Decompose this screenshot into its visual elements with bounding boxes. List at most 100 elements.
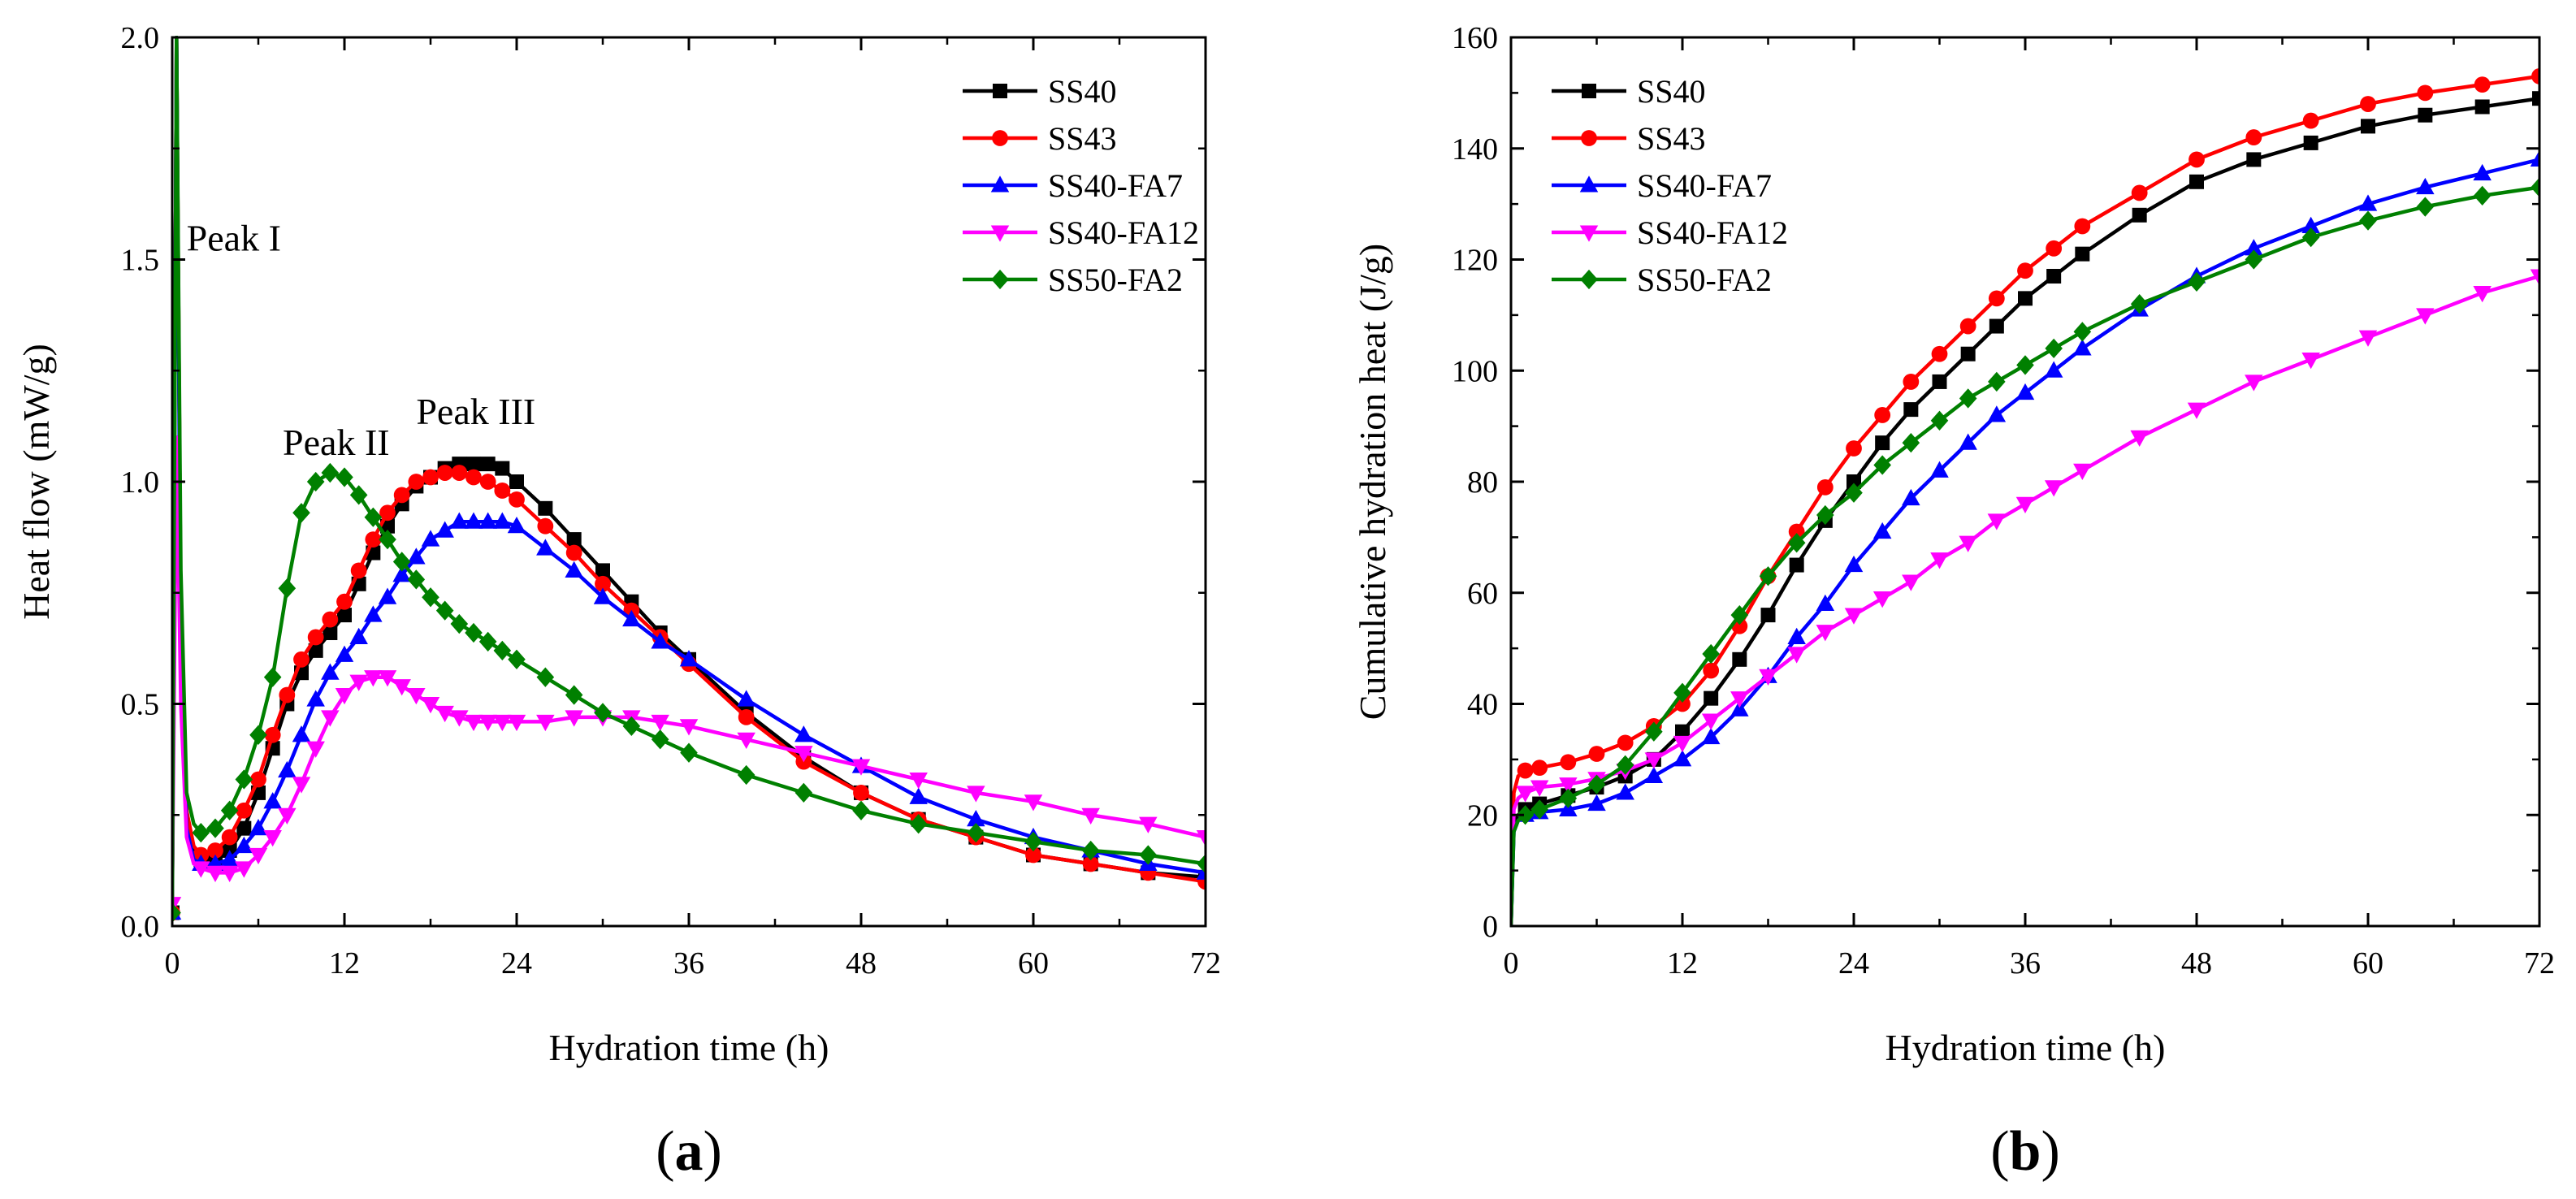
data-point-SS40-FA7 [292,725,311,742]
data-point-SS43 [1588,746,1605,762]
data-point-SS40-FA7 [1730,699,1749,716]
data-point-SS43 [1846,440,1862,457]
data-point-SS40-FA12 [1844,608,1864,625]
data-point-SS50-FA2 [1730,604,1749,625]
data-point-SS43 [2017,262,2033,279]
y-tick-label: 1.5 [121,244,160,278]
data-point-SS40-FA12 [1644,752,1664,769]
data-point-SS40-FA12 [306,741,325,758]
y-axis-label: Cumulative hydration heat (J/g) [1352,244,1393,720]
x-tick-label: 12 [329,946,360,980]
data-point-SS40-FA7 [2245,239,2263,256]
data-point-SS50-FA2 [220,800,239,820]
data-point-SS40-FA12 [1816,625,1835,642]
x-tick-label: 0 [165,946,180,980]
data-point-SS50-FA2 [1873,455,1891,475]
data-point-SS40-FA7 [421,530,440,547]
legend-label-SS50-FA2: SS50-FA2 [1048,262,1183,298]
data-point-SS50-FA2 [422,587,439,608]
data-point-SS40-FA7 [2073,339,2092,356]
x-tick-label: 36 [673,946,704,980]
data-point-SS50-FA2 [2245,249,2263,270]
data-point-SS43 [236,802,253,819]
data-point-SS50-FA2 [967,822,985,843]
data-point-SS40-FA7 [909,787,928,804]
data-point-SS40-FA7 [493,512,512,529]
data-point-SS40-FA12 [249,847,268,865]
data-point-SS50-FA2 [1759,566,1777,587]
data-point-SS50-FA2 [1616,755,1634,775]
legend-label-SS43: SS43 [1637,120,1706,157]
data-point-SS50-FA2 [392,552,411,572]
data-point-SS40 [2361,119,2375,134]
data-point-SS50-FA2 [2045,338,2063,359]
data-point-SS40-FA12 [909,772,928,790]
data-point-SS40-FA12 [407,688,426,705]
data-point-SS40-FA7 [794,725,813,742]
x-tick-label: 12 [1667,946,1698,980]
data-point-SS40-FA12 [263,830,282,847]
y-tick-label: 120 [1452,244,1498,278]
data-point-SS40-FA12 [192,861,210,878]
data-point-SS50-FA2 [349,485,368,505]
x-tick-label: 60 [1018,946,1049,980]
data-point-SS40-FA12 [507,714,526,732]
data-point-SS40 [495,461,510,476]
data-point-SS43 [2074,218,2091,235]
data-point-SS43 [738,709,755,725]
data-point-SS40-FA7 [737,690,755,707]
data-point-SS40-FA12 [1196,830,1206,847]
data-point-SS43 [1874,407,1891,423]
data-point-SS40-FA12 [478,714,497,732]
data-point-SS50-FA2 [1139,845,1158,865]
data-point-SS40-FA12 [2358,330,2378,347]
data-point-SS40-FA7 [1616,783,1634,800]
data-point-SS40 [1760,608,1776,623]
data-point-SS50-FA2 [1559,788,1578,808]
legend-label-SS40: SS40 [1637,73,1706,110]
data-point-SS40-FA12 [1024,794,1043,812]
data-point-SS50-FA2 [1816,504,1834,526]
data-point-SS40-FA12 [278,807,297,825]
data-point-SS50-FA2 [249,725,267,745]
y-tick-label: 0.5 [121,688,160,722]
legend-marker-SS50-FA2 [1580,269,1598,290]
data-point-SS50-FA2 [1787,533,1806,553]
data-point-SS40-FA12 [206,865,225,883]
data-point-SS40 [509,474,524,489]
data-point-SS43 [1703,662,1720,679]
data-point-SS50-FA2 [1024,831,1042,852]
data-point-SS40-FA7 [651,632,669,649]
data-point-SS40-FA12 [392,679,411,696]
data-point-SS43 [322,611,339,628]
data-point-SS40 [1932,374,1947,389]
legend-label-SS40-FA7: SS40-FA7 [1048,167,1183,204]
data-point-SS50-FA2 [852,800,870,820]
data-point-SS43 [2531,67,2539,84]
data-point-SS43 [1903,374,1920,390]
x-axis-label: Hydration time (h) [1885,1027,2166,1068]
chart-panel-b: 0 12 24 36 48 60 72 0 20 40 60 80 100 120 140 160 Hydrat… [1352,21,2555,1183]
data-point-SS40-FA7 [249,818,268,836]
data-point-SS40-FA12 [1930,552,1949,569]
data-point-SS40-FA7 [1701,727,1721,745]
data-point-SS50-FA2 [2130,294,2149,314]
data-point-SS40-FA12 [2530,269,2539,286]
legend-marker-SS40 [1582,84,1596,98]
data-point-SS50-FA2 [306,471,325,492]
data-point-SS40-FA7 [1930,461,1949,478]
data-point-SS40-FA12 [2187,402,2206,419]
data-point-SS40-FA7 [1787,627,1806,644]
data-point-SS50-FA2 [478,631,497,652]
data-point-SS50-FA2 [1988,371,2006,392]
data-point-SS43 [465,469,482,486]
data-point-SS40 [466,457,481,472]
data-point-SS40-FA12 [851,759,871,776]
data-point-SS43 [2360,96,2376,112]
data-point-SS43 [451,465,468,481]
data-point-SS40-FA12 [2245,374,2263,392]
data-point-SS50-FA2 [2301,227,2320,248]
data-point-SS40-FA7 [392,565,411,582]
data-point-SS50-FA2 [1702,643,1720,664]
data-point-SS40-FA7 [478,512,497,529]
